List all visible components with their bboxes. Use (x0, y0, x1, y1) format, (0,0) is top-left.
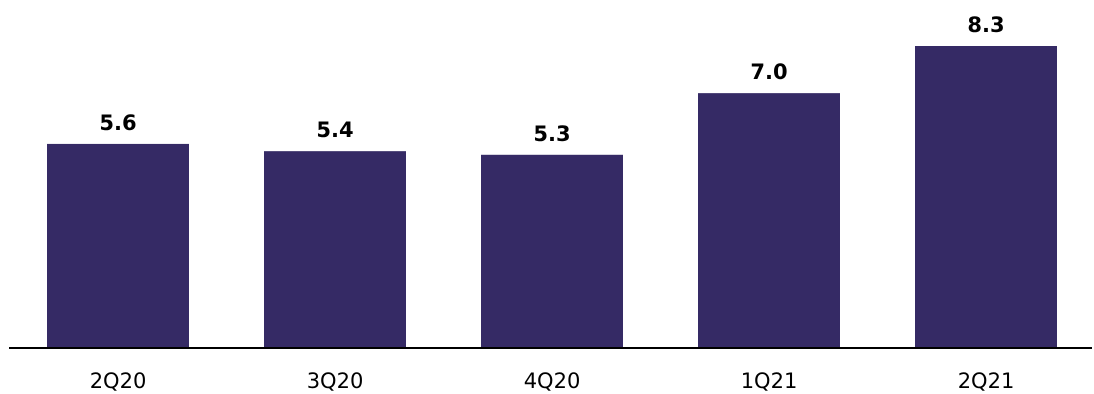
bar-2q21 (915, 46, 1057, 347)
value-label-4q20: 5.3 (533, 122, 570, 146)
x-tick-label-2q20: 2Q20 (90, 369, 147, 393)
x-tick-label-4q20: 4Q20 (524, 369, 581, 393)
value-label-3q20: 5.4 (316, 118, 353, 142)
value-label-1q21: 7.0 (750, 60, 787, 84)
x-tick-labels: 2Q20 3Q20 4Q20 1Q21 2Q21 (90, 369, 1015, 393)
value-label-2q21: 8.3 (967, 13, 1004, 37)
bar-2q20 (47, 143, 189, 347)
value-label-2q20: 5.6 (99, 111, 136, 135)
x-tick-label-1q21: 1Q21 (741, 369, 798, 393)
bar-4q20 (481, 154, 623, 347)
bar-3q20 (264, 151, 406, 347)
value-labels-group: 5.6 5.4 5.3 7.0 8.3 (99, 13, 1004, 146)
x-tick-label-3q20: 3Q20 (307, 369, 364, 393)
bar-1q21 (698, 93, 840, 347)
bars-group (47, 46, 1057, 347)
x-tick-label-2q21: 2Q21 (958, 369, 1015, 393)
